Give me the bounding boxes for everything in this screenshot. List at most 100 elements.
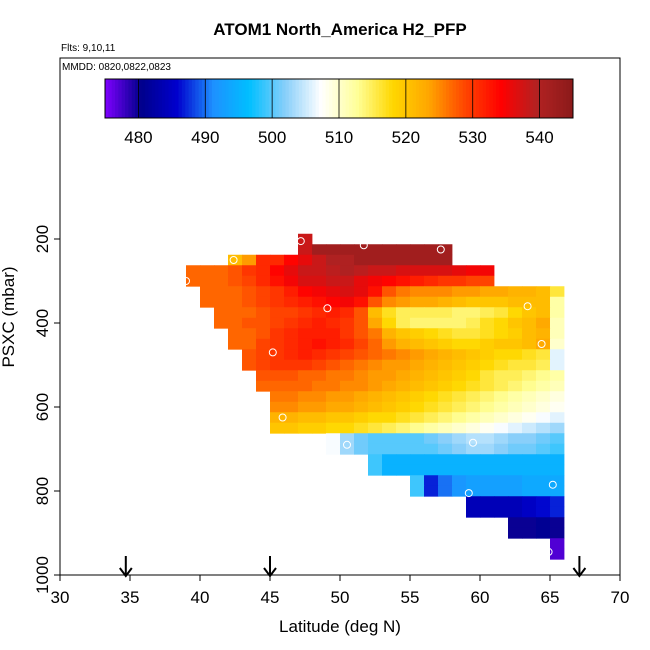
heatmap-cell [494, 328, 509, 340]
heatmap-cell [480, 328, 495, 340]
sample-point [359, 241, 368, 250]
heatmap-cell [340, 254, 355, 266]
colorbar-segment [272, 79, 276, 118]
colorbar-segment [148, 79, 153, 118]
colorbar-segment [409, 79, 414, 118]
colorbar-segment [375, 79, 380, 118]
heatmap-cell [312, 254, 327, 266]
heatmap-cell [354, 443, 369, 455]
heatmap-cell [340, 317, 355, 329]
heatmap-cell [424, 412, 439, 424]
sample-point [296, 237, 305, 246]
heatmap-cell [508, 349, 523, 361]
heatmap-cell [424, 475, 439, 487]
heatmap-cell [340, 391, 355, 403]
heatmap-cell [508, 496, 523, 508]
colorbar-segment [328, 79, 333, 118]
heatmap-cell [256, 317, 271, 329]
sample-point [182, 277, 190, 285]
heatmap-cell [242, 275, 257, 287]
sample-point [268, 348, 277, 357]
heatmap-cell [312, 338, 327, 350]
heatmap-cell [536, 433, 551, 445]
heatmap-cell [368, 286, 383, 298]
sample-point [544, 547, 553, 556]
colorbar-tick-label: 490 [191, 128, 219, 147]
heatmap-cell [536, 506, 551, 518]
heatmap-cell [452, 359, 467, 371]
heatmap-cell [508, 391, 523, 403]
heatmap-cell [214, 296, 229, 308]
heatmap-cell [368, 370, 383, 382]
heatmap-cell [312, 349, 327, 361]
heatmap-cell [424, 254, 439, 266]
heatmap-cell [550, 454, 565, 466]
heatmap-cell [256, 380, 271, 392]
heatmap-cell [368, 401, 383, 413]
colorbar-segment [486, 79, 490, 118]
heatmap-cell [550, 538, 565, 550]
heatmap-cell [214, 286, 229, 298]
heatmap-cell [382, 391, 397, 403]
x-tick-label: 60 [471, 588, 490, 607]
heatmap-cell [270, 412, 285, 424]
colorbar-segment [322, 79, 327, 118]
heatmap-cell [494, 496, 509, 508]
heatmap-cell [452, 286, 467, 298]
heatmap-cell [242, 328, 257, 340]
colorbar-segment [248, 79, 253, 118]
heatmap-cell [410, 454, 425, 466]
sample-point [469, 438, 477, 447]
heatmap-cell [494, 485, 509, 497]
heatmap-cell [340, 443, 355, 455]
colorbar-segment [268, 79, 273, 118]
colorbar-segment [278, 79, 283, 118]
heatmap-cell [438, 401, 453, 413]
heatmap-cell [452, 370, 467, 382]
heatmap-cell [284, 265, 299, 277]
colorbar-segment [462, 79, 467, 118]
heatmap-cell [508, 454, 523, 466]
sample-point [464, 489, 473, 498]
heatmap-cell [382, 244, 397, 256]
heatmap-cell [438, 464, 453, 476]
heatmap-cell [508, 527, 523, 539]
heatmap-cell [522, 317, 537, 329]
heatmap-cell [298, 349, 313, 361]
heatmap-cell [284, 296, 299, 308]
colorbar-segment [208, 79, 213, 118]
colorbar-segment [349, 79, 353, 118]
flight-arrow-head [119, 567, 133, 578]
heatmap-cell [312, 422, 327, 434]
colorbar-segment [298, 79, 303, 118]
x-tick-label: 40 [191, 588, 210, 607]
heatmap-cell [354, 433, 369, 445]
heatmap-cell [382, 422, 397, 434]
heatmap-cell [438, 317, 453, 329]
heatmap-cell [536, 464, 551, 476]
colorbar-segment [476, 79, 480, 118]
colorbar-segment [188, 79, 193, 118]
heatmap-cell [396, 370, 411, 382]
heatmap-cell [326, 412, 341, 424]
colorbar-segment [452, 79, 457, 118]
heatmap-cell [312, 286, 327, 298]
heatmap-cell [396, 275, 411, 287]
heatmap-cell [550, 307, 565, 319]
heatmap-cell [298, 370, 313, 382]
heatmap-cell [424, 433, 439, 445]
heatmap-cell [214, 307, 229, 319]
heatmap-cell [522, 359, 537, 371]
heatmap-cell [424, 380, 439, 392]
heatmap-cell [424, 422, 439, 434]
heatmap-cell [438, 275, 453, 287]
heatmap-cell [270, 391, 285, 403]
heatmap-cell [410, 307, 425, 319]
heatmap-cell [340, 401, 355, 413]
colorbar-segment [342, 79, 347, 118]
heatmap-cell [410, 370, 425, 382]
heatmap-cell [298, 286, 313, 298]
colorbar-segment [529, 79, 534, 118]
heatmap-cell [508, 475, 523, 487]
heatmap-cell [522, 496, 537, 508]
